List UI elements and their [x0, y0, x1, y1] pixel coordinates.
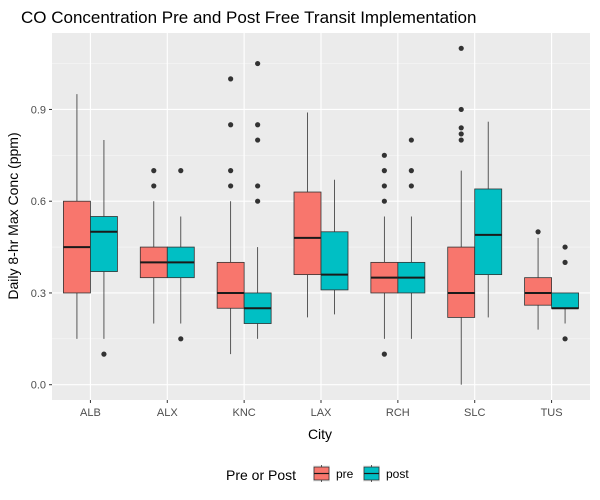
outlier-point [381, 152, 387, 158]
box-post-tus [551, 244, 579, 342]
outlier-point [255, 198, 261, 204]
box-pre-tus [524, 229, 552, 330]
outlier-point [178, 168, 184, 174]
x-tick-label: LAX [311, 407, 332, 419]
x-axis-label: City [308, 426, 332, 442]
x-tick-label: ALB [80, 407, 101, 419]
box-iqr [320, 231, 349, 291]
box-iqr [293, 191, 322, 276]
outlier-point [408, 183, 414, 189]
chart-title: CO Concentration Pre and Post Free Trans… [21, 8, 476, 27]
outlier-point [151, 183, 157, 189]
outlier-point [381, 168, 387, 174]
box-post-alx [166, 168, 195, 342]
outlier-point [381, 351, 387, 357]
outlier-point [458, 45, 464, 51]
box-iqr [216, 261, 245, 309]
outlier-point [255, 137, 261, 143]
outlier-point [228, 183, 234, 189]
outlier-point [535, 229, 541, 235]
box-pre-lax [293, 112, 322, 318]
box-pre-alb [63, 94, 91, 339]
outlier-point [458, 125, 464, 131]
outlier-point [255, 60, 261, 67]
box-pre-knc [216, 76, 245, 355]
legend: Pre or Post pre post [226, 465, 409, 483]
box-pre-alx [139, 168, 168, 324]
legend-label-post: post [386, 467, 409, 481]
box-post-slc [474, 121, 503, 318]
box-iqr [524, 277, 552, 306]
outlier-point [458, 131, 464, 137]
outlier-point [562, 244, 568, 250]
boxes [63, 45, 579, 385]
y-tick-label: 0.6 [31, 196, 46, 208]
x-tick-label: TUS [541, 407, 563, 419]
x-tick-label: SLC [464, 407, 485, 419]
box-iqr [447, 246, 476, 318]
y-tick-label: 0.0 [31, 380, 46, 392]
axes: 0.0 0.3 0.6 0.9 ALB ALX KNC LAX RCH SLC TUS [31, 104, 563, 419]
box-post-knc [243, 60, 272, 339]
y-tick-label: 0.3 [31, 288, 46, 300]
outlier-point [562, 259, 568, 265]
outlier-point [408, 168, 414, 174]
outlier-point [408, 137, 414, 143]
outlier-point [562, 336, 568, 342]
outlier-point [381, 183, 387, 189]
box-post-rch [397, 137, 426, 339]
outlier-point [458, 137, 464, 143]
outlier-point [228, 122, 234, 128]
x-tick-label: KNC [233, 407, 256, 419]
box-pre-slc [447, 45, 476, 385]
box-iqr [90, 216, 118, 272]
y-axis-label: Daily 8-hr Max Conc (ppm) [5, 132, 21, 299]
outlier-point [178, 336, 184, 342]
outlier-point [381, 198, 387, 204]
box-iqr [551, 292, 579, 309]
box-pre-rch [370, 152, 399, 357]
x-tick-label: ALX [157, 407, 178, 419]
outlier-point [228, 76, 234, 82]
outlier-point [255, 122, 261, 128]
box-post-lax [320, 179, 349, 315]
outlier-point [255, 183, 261, 189]
legend-label-pre: pre [336, 467, 354, 481]
box-iqr [474, 188, 503, 276]
legend-title: Pre or Post [226, 467, 296, 483]
y-tick-label: 0.9 [31, 104, 46, 116]
outlier-point [101, 351, 107, 357]
outlier-point [228, 168, 234, 174]
outlier-point [458, 106, 464, 113]
outlier-point [151, 168, 157, 174]
x-tick-label: RCH [386, 407, 410, 419]
box-post-alb [90, 140, 118, 357]
